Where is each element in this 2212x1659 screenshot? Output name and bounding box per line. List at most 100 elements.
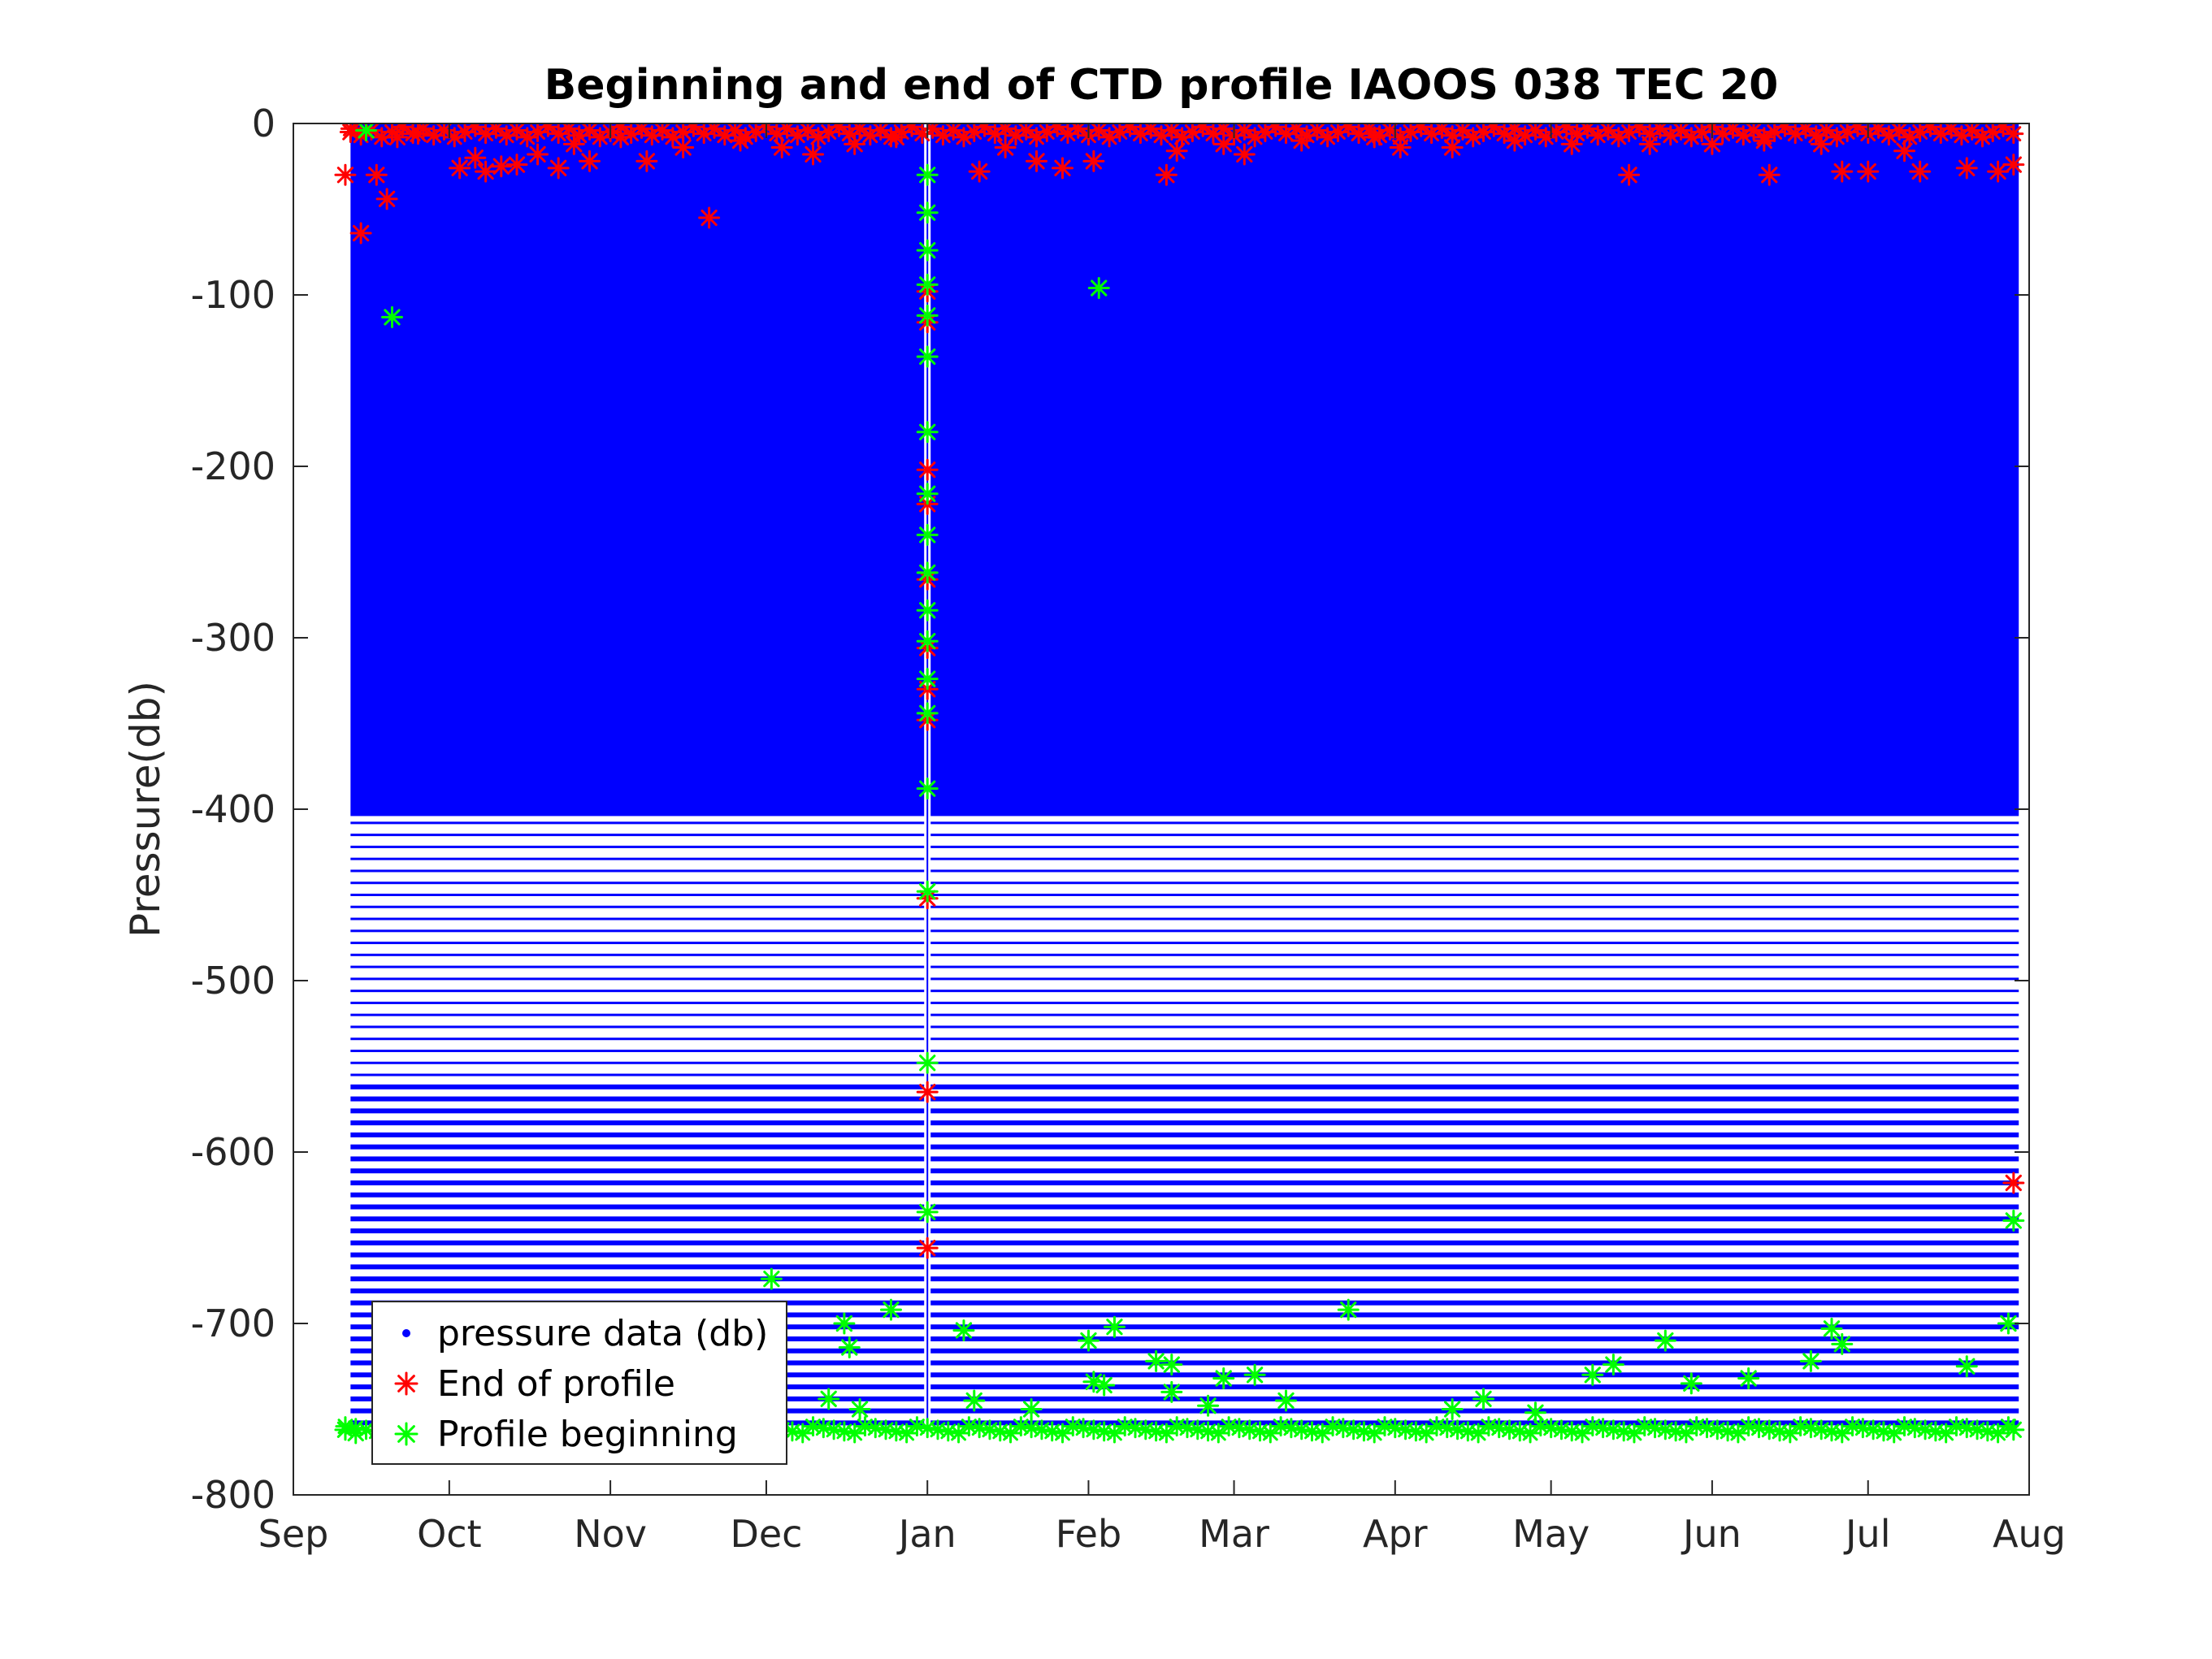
end-of-profile-marker	[449, 157, 471, 180]
profile-beginning-marker	[1894, 1416, 1915, 1437]
legend-box	[371, 1301, 787, 1465]
pressure-data-level	[350, 1013, 925, 1016]
end-of-profile-marker	[916, 1237, 939, 1259]
end-of-profile-marker	[916, 1081, 939, 1103]
pressure-data-level	[930, 1050, 2019, 1053]
profile-beginning-marker	[838, 1336, 861, 1359]
end-of-profile-marker	[339, 123, 362, 144]
profile-beginning-marker	[916, 345, 939, 368]
pressure-data-level	[350, 929, 925, 933]
profile-beginning-marker	[1499, 1419, 1520, 1440]
pressure-data-level	[350, 1204, 925, 1210]
profile-beginning-marker	[1103, 1315, 1126, 1338]
end-of-profile-marker	[505, 154, 528, 176]
profile-beginning-marker	[1863, 1419, 1884, 1440]
end-of-profile-marker	[1452, 123, 1473, 141]
pressure-data-level	[930, 977, 2019, 981]
profile-beginning-marker	[1936, 1423, 1957, 1444]
profile-beginning-marker	[355, 123, 378, 141]
profile-beginning-marker	[952, 1319, 975, 1341]
pressure-data-level	[930, 1228, 2019, 1234]
legend-label: Profile beginning	[437, 1414, 738, 1455]
end-of-profile-marker	[1889, 123, 1910, 141]
end-of-profile-marker	[1722, 123, 1743, 139]
x-tick-label: Jan	[896, 1512, 956, 1556]
profile-beginning-marker	[1520, 1423, 1541, 1444]
y-tick-label: -500	[191, 959, 275, 1003]
profile-beginning-marker	[916, 880, 939, 903]
end-of-profile-marker	[1140, 123, 1161, 139]
profile-beginning-marker	[1260, 1423, 1281, 1444]
profile-beginning-marker	[818, 1388, 840, 1410]
pressure-data-level	[930, 942, 2019, 945]
profile-beginning-marker	[1799, 1349, 1822, 1372]
end-of-profile-marker	[729, 129, 752, 152]
end-of-profile-marker	[485, 123, 506, 139]
pressure-data-level	[930, 1025, 2019, 1029]
end-of-profile-marker	[1161, 123, 1182, 141]
end-of-profile-marker	[1919, 123, 1941, 137]
end-of-profile-marker	[1753, 129, 1776, 152]
pressure-data-level	[350, 905, 925, 908]
end-of-profile-marker	[870, 123, 891, 141]
end-of-profile-marker	[1068, 123, 1089, 139]
pressure-data-level	[930, 990, 2019, 993]
profile-beginning-marker	[1904, 1418, 1925, 1439]
pressure-data-level	[350, 857, 925, 860]
end-of-profile-marker	[1556, 123, 1577, 137]
profile-beginning-marker	[1160, 1380, 1183, 1403]
profile-beginning-marker	[792, 1423, 813, 1444]
end-of-profile-marker	[672, 136, 695, 159]
profile-beginning-marker	[1437, 1418, 1458, 1439]
pressure-data-level	[930, 1061, 2019, 1064]
profile-beginning-marker	[1831, 1332, 1854, 1355]
profile-beginning-marker	[1884, 1423, 1905, 1444]
pressure-data-level	[930, 1324, 2019, 1330]
end-of-profile-marker	[1893, 140, 1916, 162]
end-of-profile-marker	[1047, 123, 1068, 137]
end-of-profile-marker	[1993, 123, 2014, 137]
end-of-profile-marker	[1165, 140, 1188, 162]
profile-beginning-marker	[1093, 1374, 1116, 1397]
pressure-data-level	[930, 1132, 2019, 1137]
end-of-profile-marker	[490, 155, 513, 178]
legend: pressure data (db) End of profile Profile …	[371, 1301, 787, 1465]
end-of-profile-marker	[579, 149, 601, 172]
profile-beginning-marker	[948, 1423, 969, 1444]
end-of-profile-marker	[562, 132, 585, 155]
end-of-profile-marker	[558, 123, 579, 139]
profile-beginning-marker	[1104, 1423, 1125, 1444]
end-of-profile-marker	[974, 123, 995, 137]
end-of-profile-marker	[1057, 123, 1078, 145]
end-of-profile-marker	[1411, 123, 1432, 137]
profile-beginning-marker	[916, 702, 939, 725]
end-of-profile-marker	[579, 123, 601, 141]
end-of-profile-marker	[1234, 123, 1255, 141]
pressure-data-level	[350, 1073, 925, 1076]
pressure-data-level	[350, 881, 925, 885]
profile-beginning-marker	[1956, 1418, 1977, 1439]
profile-beginning-marker	[2002, 1419, 2025, 1441]
pressure-data-level	[930, 1168, 2019, 1174]
pressure-data-level	[930, 821, 2019, 825]
profile-beginning-marker	[381, 305, 404, 328]
x-tick-label: Feb	[1056, 1512, 1121, 1556]
legend-label: End of profile	[437, 1363, 675, 1405]
pressure-data-level	[930, 953, 2019, 956]
end-of-profile-marker	[527, 123, 549, 143]
end-of-profile-marker	[1525, 123, 1546, 141]
profile-beginning-marker	[1821, 1421, 1842, 1442]
profile-beginning-marker	[1212, 1367, 1235, 1390]
end-of-profile-marker	[1290, 129, 1313, 152]
profile-beginning-marker	[1955, 1355, 1978, 1378]
pressure-data-level	[930, 1156, 2019, 1162]
pressure-data-level	[930, 1096, 2019, 1102]
legend-marker-pressure-data	[402, 1329, 410, 1337]
end-of-profile-marker	[2003, 123, 2024, 145]
end-of-profile-marker	[1026, 149, 1048, 172]
profile-beginning-marker	[833, 1312, 856, 1335]
end-of-profile-marker	[1909, 160, 1932, 183]
pressure-data-level	[350, 1264, 925, 1270]
end-of-profile-marker	[885, 126, 908, 149]
y-tick-label: 0	[252, 102, 275, 145]
